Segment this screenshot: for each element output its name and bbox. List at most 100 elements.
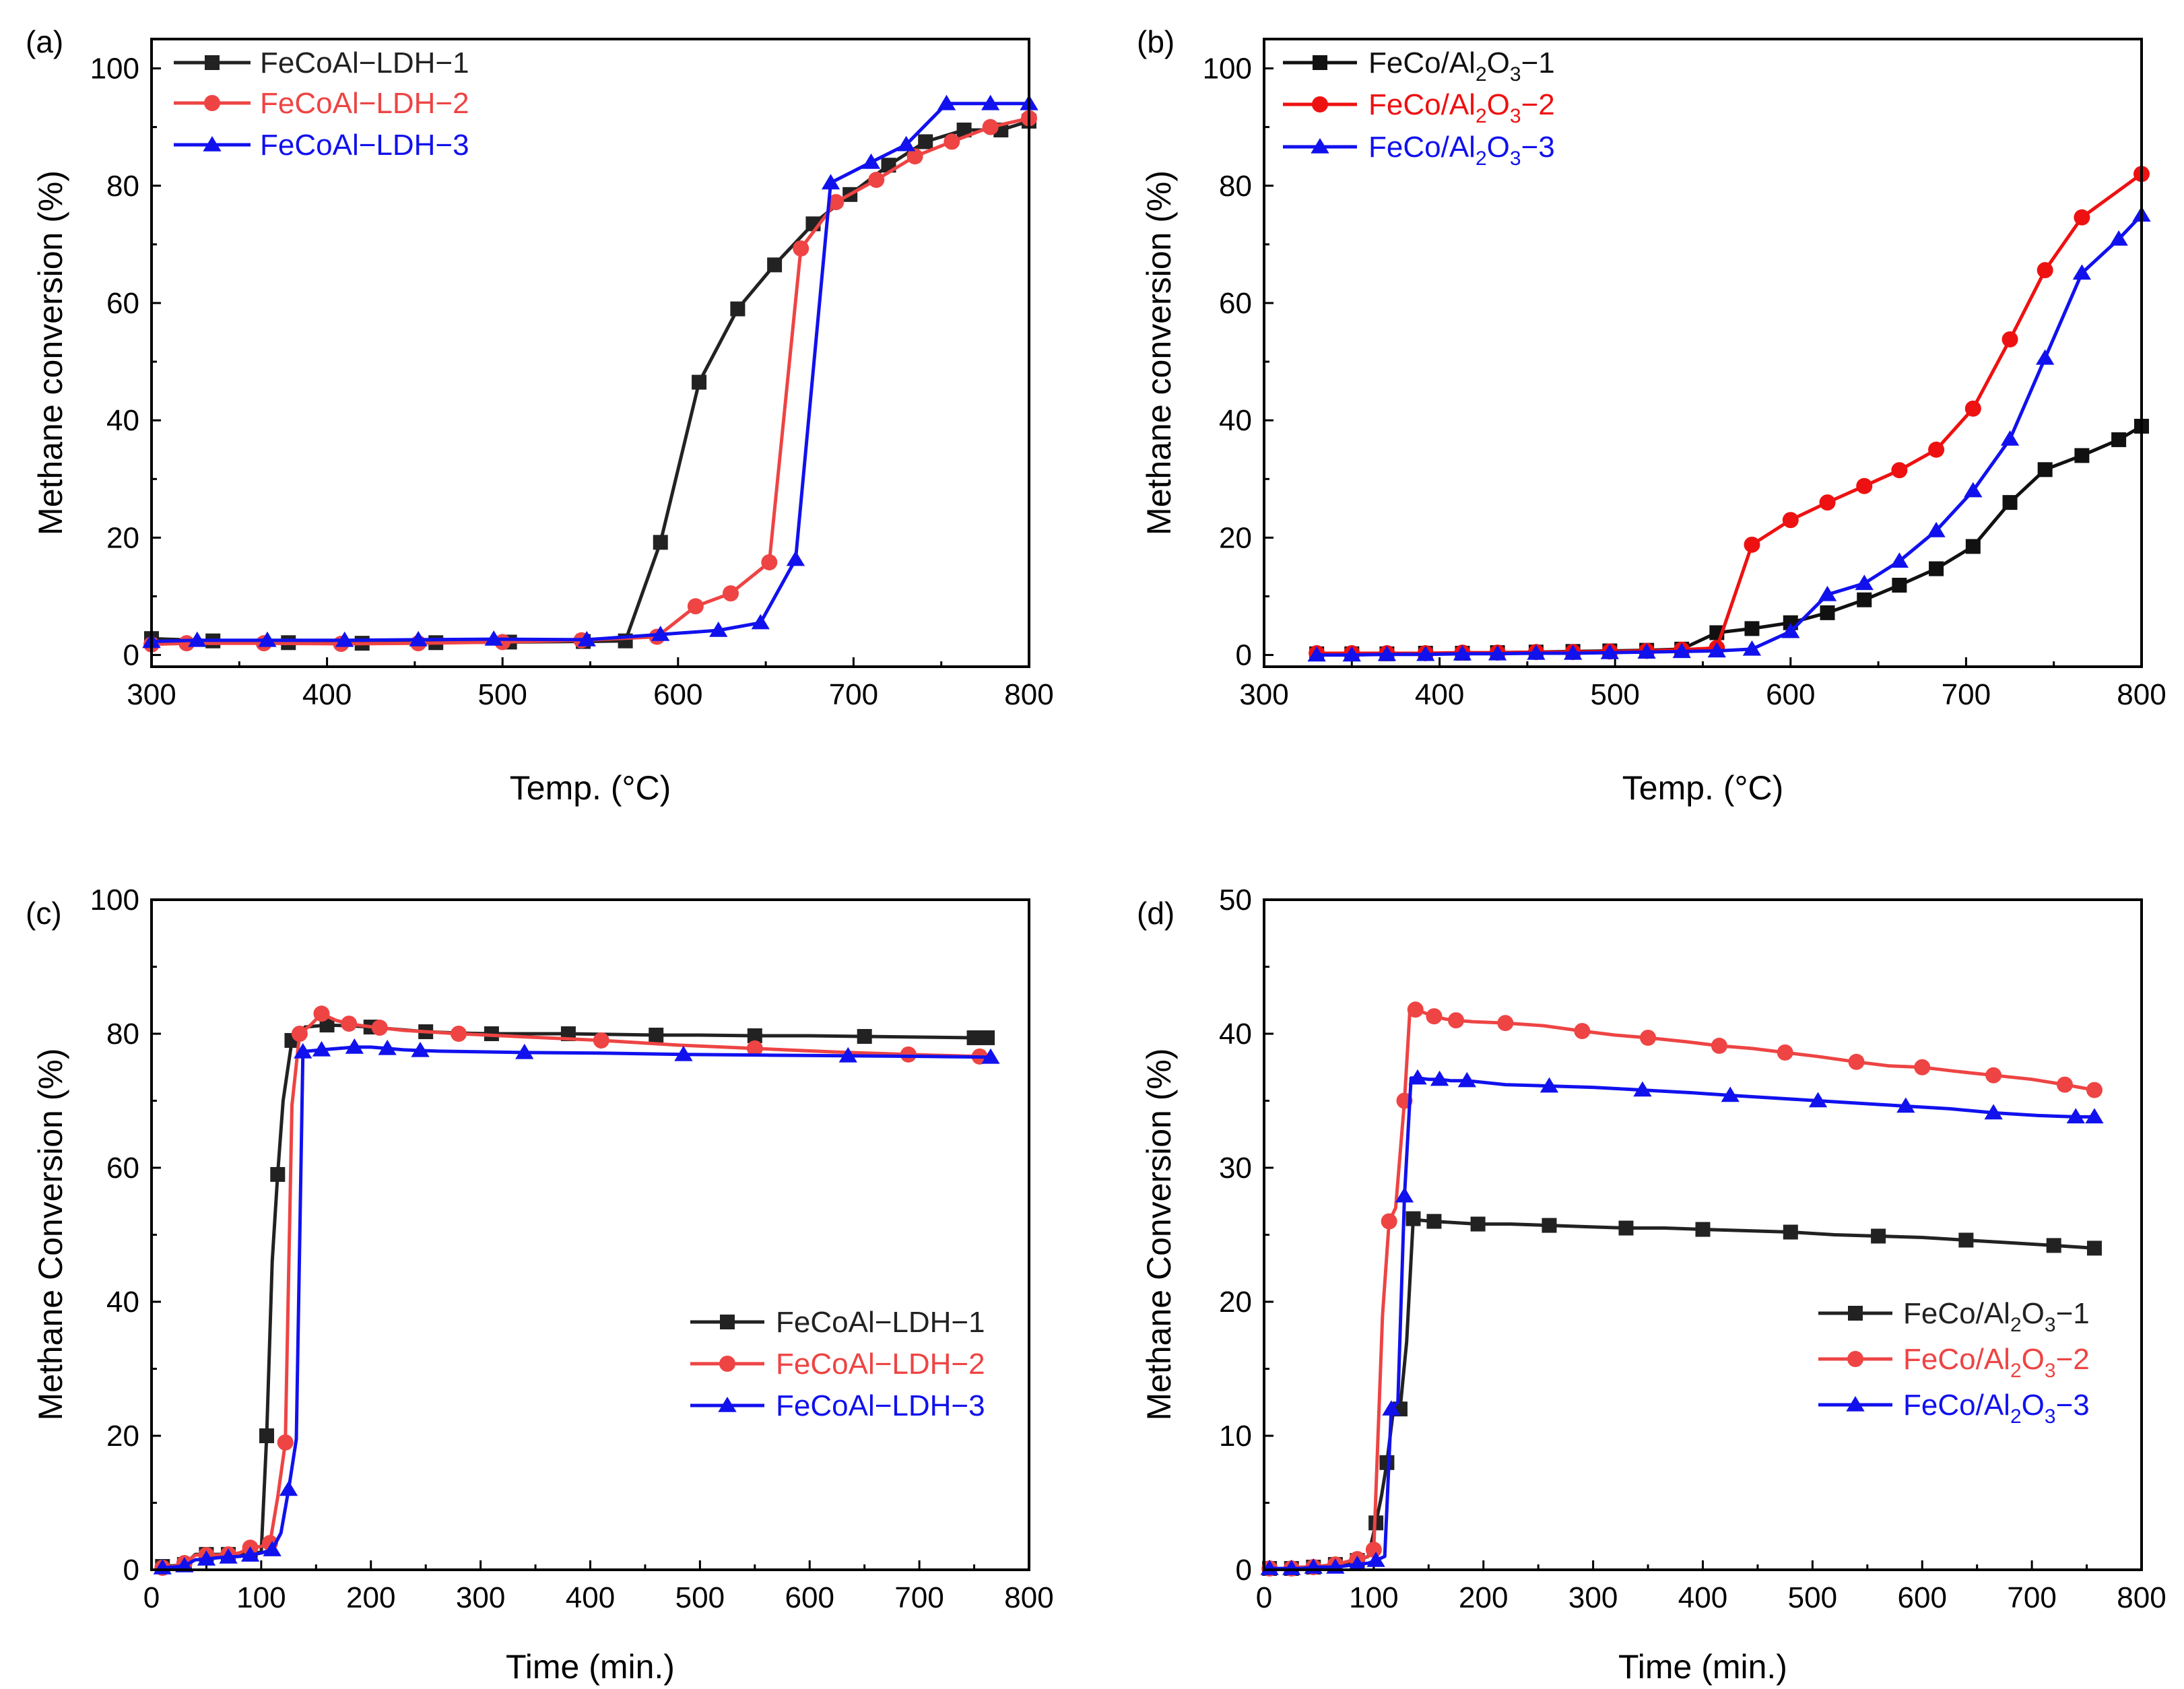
x-tick-label-d: 700 bbox=[2007, 1581, 2056, 1614]
y-tick-label-b: 0 bbox=[1236, 639, 1252, 672]
axis-ticks-b: 300 400 500 600 700 800 0 20 40 60 80 100 bbox=[1203, 53, 2166, 711]
y-tick-label-c: 40 bbox=[106, 1286, 139, 1319]
data-point-c-3 bbox=[674, 1045, 693, 1061]
y-tick-label-c: 100 bbox=[90, 884, 139, 917]
data-point-a-2 bbox=[722, 585, 739, 602]
data-point-b-2 bbox=[1782, 512, 1799, 529]
data-point-a-3 bbox=[709, 622, 728, 637]
data-point-b-3 bbox=[2036, 349, 2055, 365]
legend-entry-b-1: FeCo/Al2O3−1 bbox=[1283, 46, 1555, 86]
x-tick-label-d: 500 bbox=[1788, 1581, 1837, 1614]
data-point-b-3 bbox=[1564, 644, 1583, 660]
data-point-c-2 bbox=[313, 1005, 330, 1022]
data-point-b-2 bbox=[1819, 494, 1836, 511]
data-point-b-1 bbox=[1965, 539, 1981, 554]
x-tick-label-d: 200 bbox=[1459, 1581, 1508, 1614]
y-tick-label-d: 30 bbox=[1219, 1152, 1252, 1185]
x-tick-label-c: 300 bbox=[456, 1581, 505, 1614]
y-tick-label-a: 80 bbox=[106, 170, 139, 203]
x-tick-label-c: 400 bbox=[566, 1581, 615, 1614]
data-point-a-2 bbox=[687, 598, 704, 615]
data-point-a-3 bbox=[484, 630, 503, 646]
data-point-a-3 bbox=[258, 631, 277, 647]
plot-frame-c bbox=[150, 898, 1030, 1571]
data-point-a-1 bbox=[653, 535, 668, 550]
data-point-c-1 bbox=[747, 1028, 762, 1043]
panel-label-c: (c) bbox=[26, 896, 62, 931]
data-point-d-3 bbox=[1348, 1556, 1367, 1571]
data-point-b-3 bbox=[1781, 622, 1800, 638]
data-point-a-3 bbox=[577, 630, 596, 647]
data-point-c-3 bbox=[981, 1048, 1000, 1064]
legend-label-a-2: FeCoAl−LDH−2 bbox=[260, 87, 469, 120]
series-layer-d bbox=[1260, 1001, 2104, 1577]
y-tick-label-a: 60 bbox=[106, 287, 139, 320]
x-tick-label-b: 400 bbox=[1415, 678, 1464, 711]
plot-frame-a bbox=[150, 38, 1030, 668]
legend-label-d-1: FeCo/Al2O3−1 bbox=[1903, 1297, 2090, 1336]
legend-b: FeCo/Al2O3−1 FeCo/Al2O3−2 FeCo/Al2O3−3 bbox=[1283, 46, 1555, 170]
legend-marker-c-1 bbox=[720, 1315, 735, 1329]
data-point-b-2 bbox=[1964, 400, 1981, 417]
x-tick-label-d: 300 bbox=[1568, 1581, 1618, 1614]
series-line-b-3 bbox=[1315, 213, 2144, 657]
data-point-a-3 bbox=[751, 614, 770, 630]
data-point-b-3 bbox=[1672, 642, 1691, 659]
data-point-a-1 bbox=[918, 134, 933, 150]
legend-entry-d-3: FeCo/Al2O3−3 bbox=[1818, 1389, 2090, 1428]
data-point-a-2 bbox=[944, 133, 960, 150]
legend-entry-c-2: FeCoAl−LDH−2 bbox=[690, 1348, 985, 1381]
data-point-d-2 bbox=[1711, 1037, 1727, 1054]
y-tick-label-d: 50 bbox=[1219, 884, 1252, 917]
legend-marker-a-2 bbox=[204, 95, 220, 111]
legend-label-d-2: FeCo/Al2O3−2 bbox=[1903, 1343, 2090, 1382]
data-point-d-1 bbox=[1871, 1228, 1886, 1244]
data-point-d-3 bbox=[1260, 1560, 1279, 1575]
y-tick-label-c: 60 bbox=[106, 1152, 139, 1185]
x-tick-label-c: 500 bbox=[675, 1581, 725, 1614]
data-point-a-3 bbox=[861, 153, 881, 169]
x-tick-label-a: 800 bbox=[1004, 678, 1053, 711]
axis-ticks-a: 300 400 500 600 700 800 0 20 40 60 80 100 bbox=[90, 53, 1054, 711]
panel-c: (c) 0 100 200 300 400 500 600 700 800 0 20 40 60 80 10… bbox=[26, 884, 1054, 1686]
data-point-b-3 bbox=[1416, 645, 1435, 661]
data-point-a-3 bbox=[896, 135, 916, 152]
legend-d: FeCo/Al2O3−1 FeCo/Al2O3−2 FeCo/Al2O3−3 bbox=[1818, 1297, 2090, 1428]
data-point-c-3 bbox=[240, 1546, 260, 1562]
data-point-d-1 bbox=[1379, 1455, 1395, 1470]
data-point-c-3 bbox=[279, 1480, 298, 1496]
legend-entry-c-3: FeCoAl−LDH−3 bbox=[690, 1389, 985, 1422]
legend-label-a-1: FeCoAl−LDH−1 bbox=[260, 46, 469, 79]
x-tick-label-d: 100 bbox=[1349, 1581, 1398, 1614]
data-point-d-3 bbox=[1282, 1560, 1301, 1575]
data-point-d-2 bbox=[1426, 1008, 1443, 1025]
data-point-b-1 bbox=[2002, 495, 2018, 510]
data-point-c-1 bbox=[966, 1030, 982, 1045]
data-point-c-2 bbox=[341, 1016, 358, 1032]
plot-frame-d bbox=[1263, 898, 2143, 1571]
data-point-d-2 bbox=[1448, 1012, 1465, 1029]
data-point-b-2 bbox=[2037, 262, 2053, 279]
y-axis-title-a: Methane conversion (%) bbox=[32, 170, 69, 535]
legend-entry-b-2: FeCo/Al2O3−2 bbox=[1283, 88, 1555, 127]
legend-entry-d-1: FeCo/Al2O3−1 bbox=[1818, 1297, 2090, 1336]
data-point-d-3 bbox=[1430, 1070, 1449, 1086]
x-tick-label-b: 300 bbox=[1239, 678, 1288, 711]
data-point-a-1 bbox=[767, 257, 783, 273]
panel-d: (d) 0 100 200 300 400 500 600 700 800 0 10 20 30 40 50… bbox=[1137, 884, 2166, 1686]
legend-entry-a-1: FeCoAl−LDH−1 bbox=[174, 46, 469, 79]
data-point-b-3 bbox=[1742, 640, 1762, 656]
panel-a: (a) 300 400 500 600 700 800 0 20 40 60 80 100 Temp.… bbox=[26, 24, 1054, 807]
data-point-b-3 bbox=[2109, 230, 2128, 246]
data-point-b-3 bbox=[1527, 644, 1546, 660]
data-point-d-2 bbox=[1914, 1059, 1931, 1075]
data-point-a-2 bbox=[906, 148, 923, 165]
data-point-a-3 bbox=[937, 94, 956, 110]
x-axis-title-a: Temp. (°C) bbox=[510, 769, 671, 807]
x-tick-label-b: 700 bbox=[1942, 678, 1991, 711]
y-axis-title-d: Methane Conversion (%) bbox=[1140, 1048, 1178, 1420]
data-point-d-1 bbox=[1542, 1218, 1557, 1233]
legend-marker-b-3 bbox=[1311, 138, 1329, 154]
x-tick-label-a: 400 bbox=[302, 678, 352, 711]
